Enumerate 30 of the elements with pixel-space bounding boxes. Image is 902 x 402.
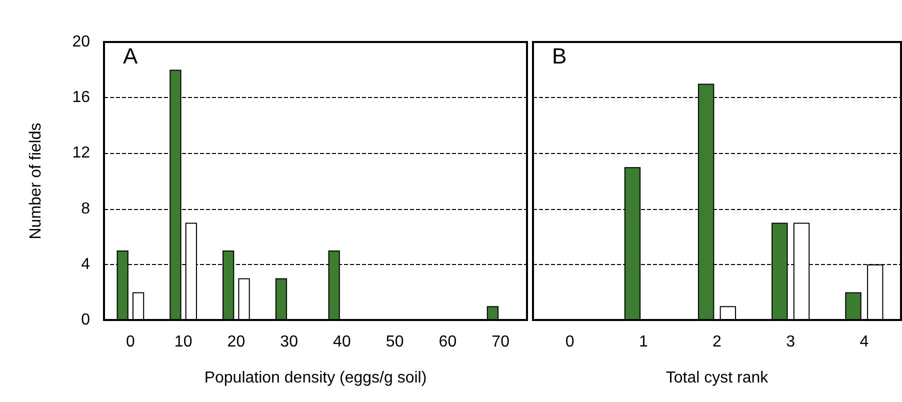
x-tick-label: 30: [280, 334, 298, 350]
y-tick-label: 0: [81, 312, 90, 328]
bar: [238, 278, 250, 320]
x-tick-label: 3: [786, 334, 796, 350]
chart-title: B: [552, 44, 567, 68]
chart-title: A: [123, 44, 138, 68]
x-tick-label: 40: [333, 334, 351, 350]
x-tick-label: 20: [227, 334, 246, 350]
x-tick-label: 60: [438, 334, 457, 350]
bar: [275, 278, 288, 320]
bar: [132, 292, 144, 320]
bar: [720, 306, 736, 320]
bar: [486, 306, 499, 320]
x-tick-label: 70: [492, 334, 510, 350]
y-tick-label: 8: [81, 200, 90, 218]
x-tick-label: 4: [860, 334, 869, 350]
x-axis-title: Total cyst rank: [666, 370, 770, 386]
bar: [845, 292, 862, 320]
y-tick-label: 12: [72, 144, 90, 162]
x-tick-label: 50: [386, 334, 404, 350]
y-axis-title: Number of fields: [28, 122, 44, 240]
x-tick-label: 0: [565, 334, 574, 350]
x-tick-label: 0: [126, 334, 135, 350]
x-tick-label: 10: [174, 334, 192, 350]
y-tick-label: 4: [81, 256, 90, 273]
x-axis-title: Population density (eggs/g soil): [204, 370, 427, 386]
x-tick-label: 1: [638, 334, 648, 350]
y-tick-label: 16: [72, 89, 90, 106]
x-tick-label: 2: [712, 334, 722, 350]
y-tick-label: 20: [72, 34, 90, 50]
